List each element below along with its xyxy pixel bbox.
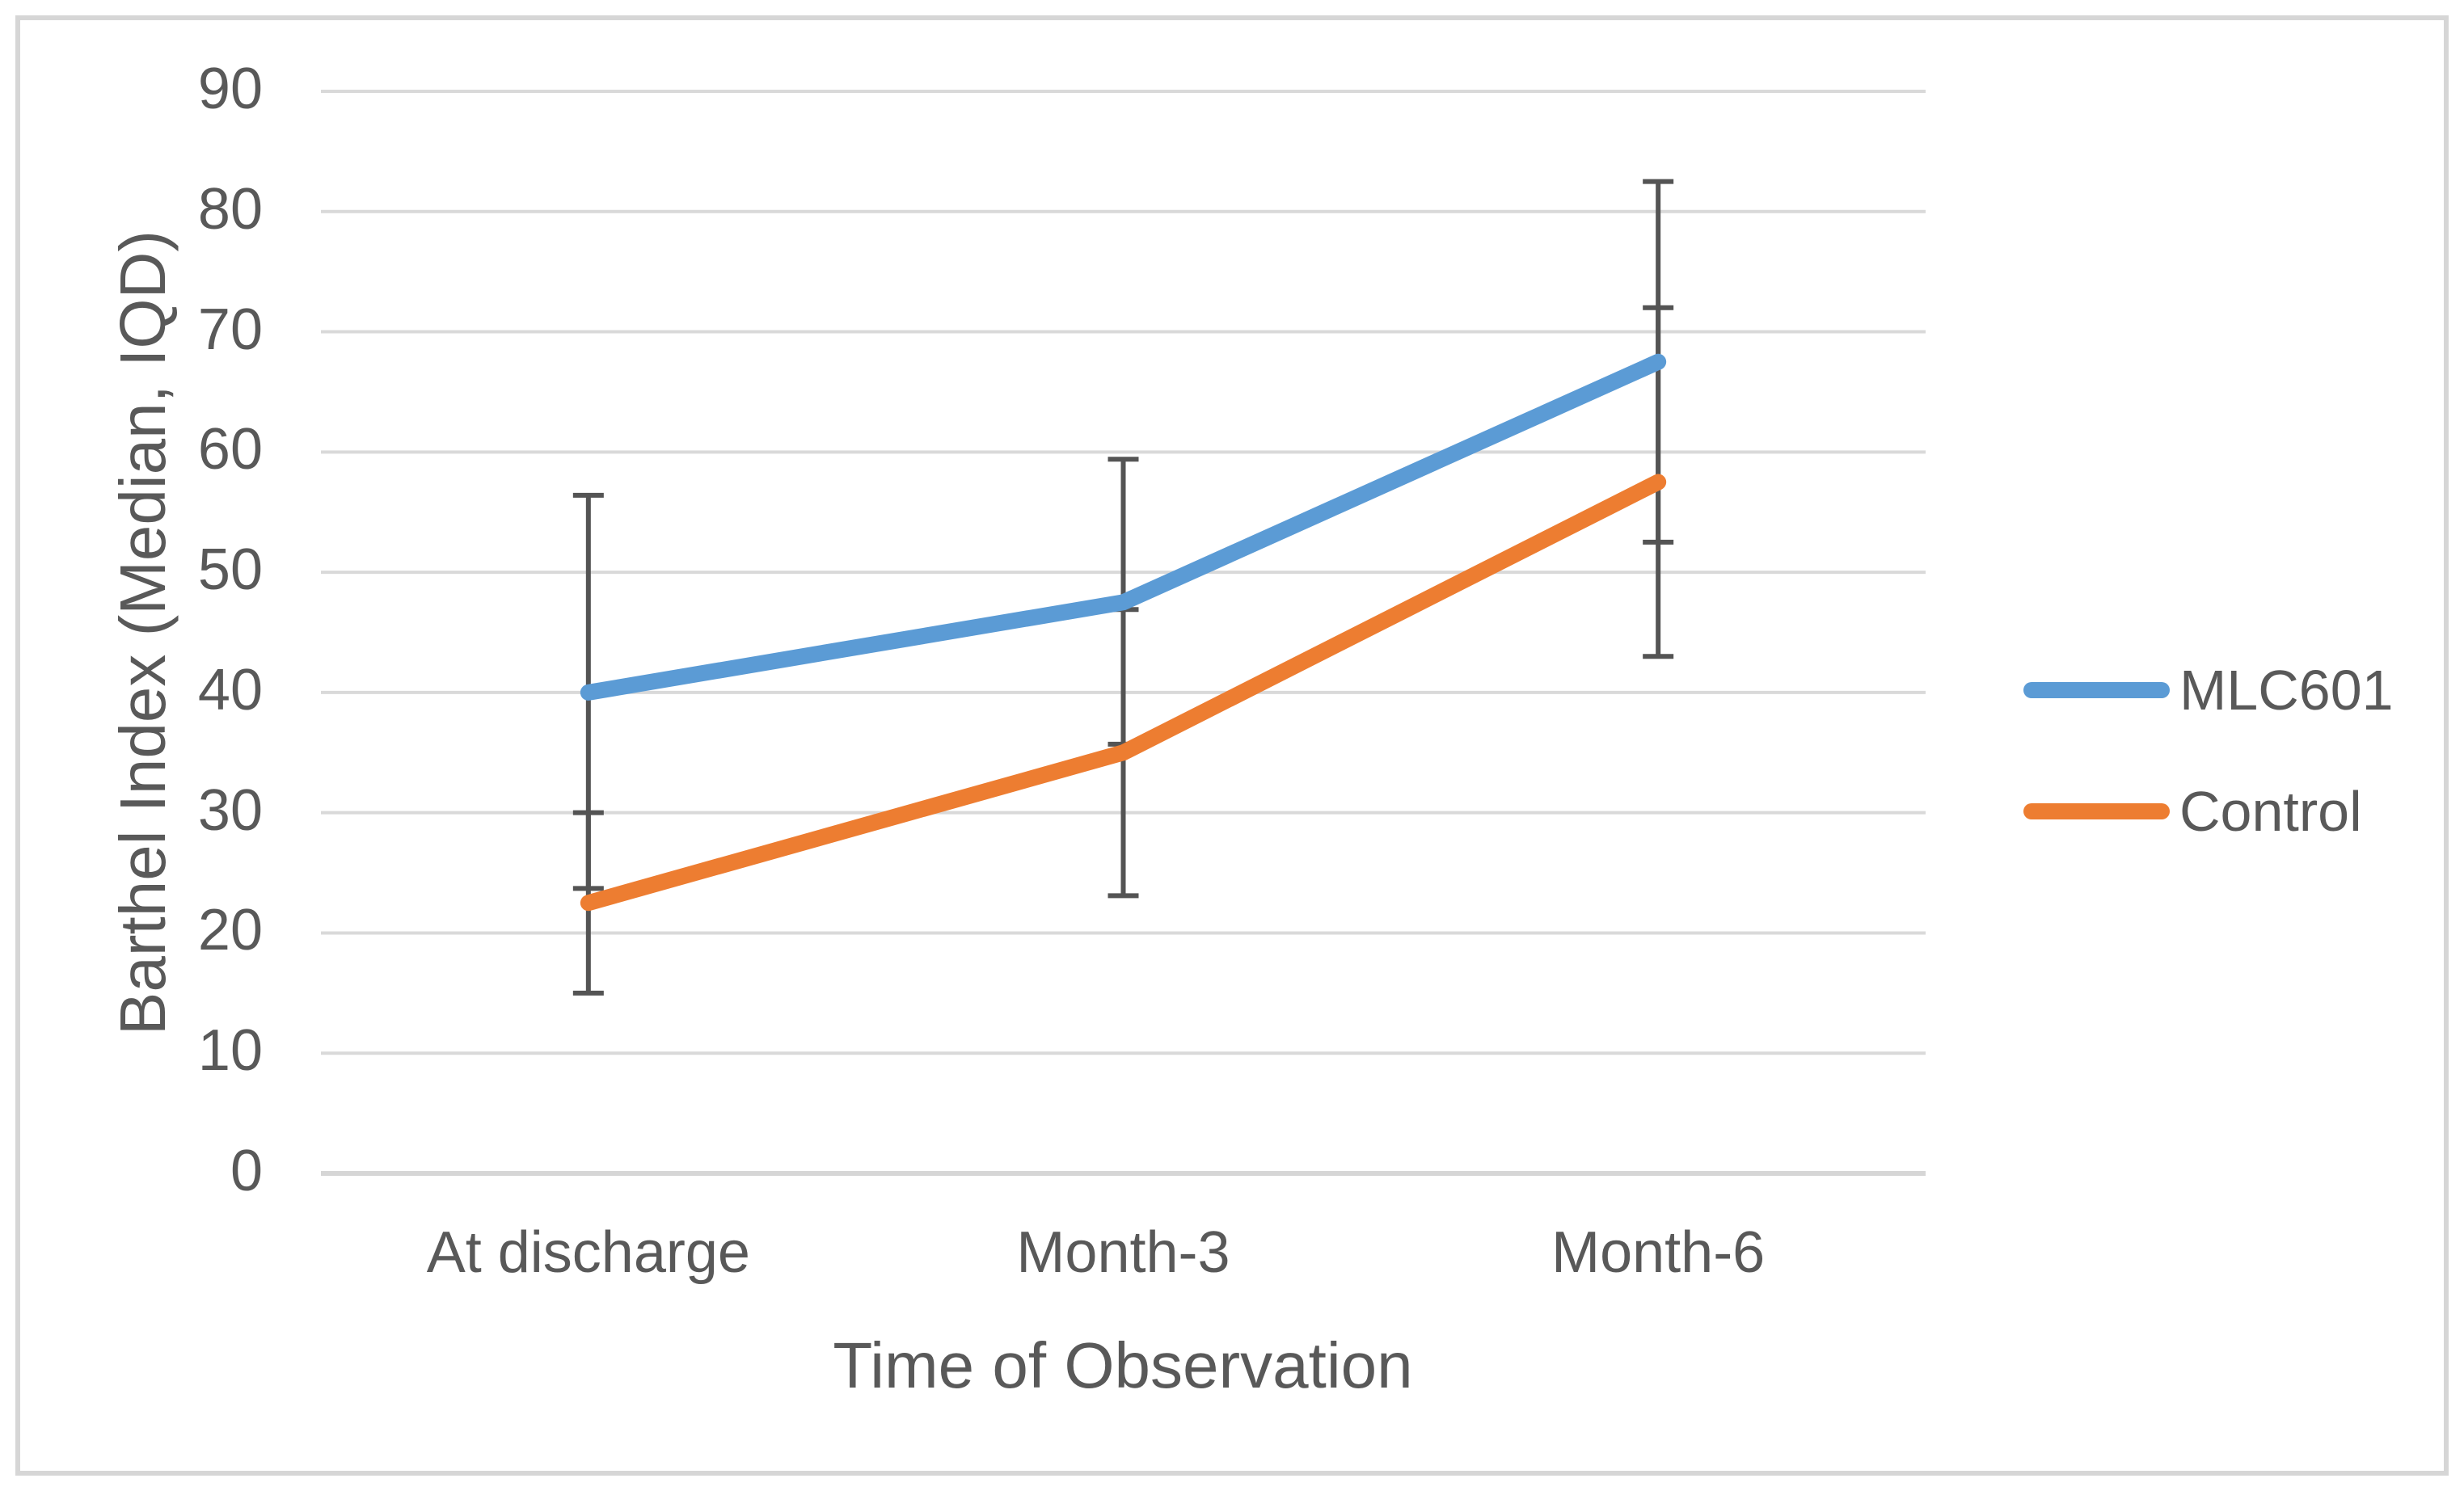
x-axis-title: Time of Observation (833, 1329, 1413, 1401)
y-tick-label-80: 80 (197, 176, 263, 242)
y-tick-label-50: 50 (197, 537, 263, 603)
legend-item-mlc601: MLC601 (2023, 662, 2394, 718)
x-tick-label-1: At discharge (426, 1220, 750, 1285)
legend-item-control: Control (2023, 783, 2362, 840)
legend-label-control: Control (2179, 780, 2362, 843)
x-tick-label-2: Month-3 (1016, 1220, 1230, 1285)
y-tick-label-20: 20 (197, 898, 263, 963)
y-tick-label-60: 60 (197, 417, 263, 482)
y-tick-label-0: 0 (230, 1139, 263, 1204)
y-tick-label-70: 70 (197, 297, 263, 362)
x-tick-label-3: Month-6 (1551, 1220, 1766, 1285)
y-tick-label-30: 30 (197, 777, 263, 843)
y-tick-label-10: 10 (197, 1018, 263, 1084)
legend-line-sample-mlc601 (2023, 682, 2170, 698)
legend-label-mlc601: MLC601 (2179, 659, 2394, 722)
series-line-mlc601 (580, 353, 1667, 701)
legend-line-sample-control (2023, 803, 2170, 819)
y-tick-label-90: 90 (197, 57, 263, 122)
series-line-control (580, 474, 1667, 912)
y-tick-label-40: 40 (197, 657, 263, 722)
